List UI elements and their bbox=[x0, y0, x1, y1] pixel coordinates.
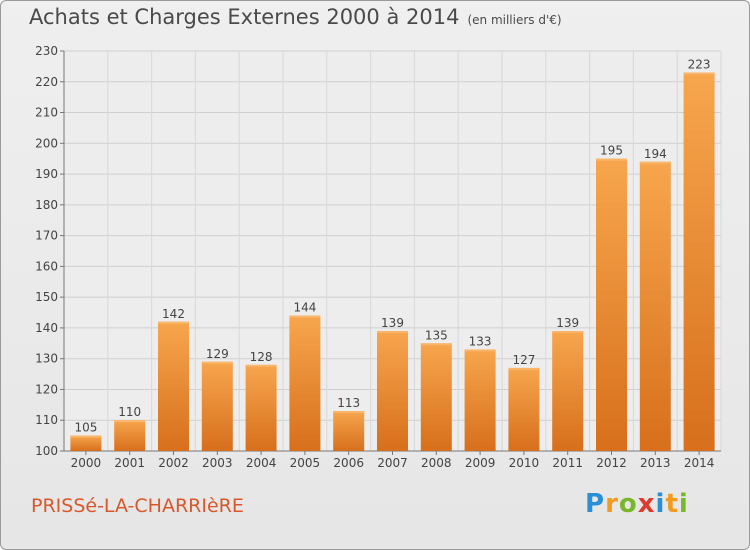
y-tick-label: 180 bbox=[35, 198, 58, 212]
bar-top-2008 bbox=[420, 343, 452, 346]
value-label-2005: 144 bbox=[293, 301, 316, 315]
y-tick-label: 190 bbox=[35, 167, 58, 181]
value-label-2006: 113 bbox=[337, 396, 360, 410]
value-label-2012: 195 bbox=[600, 144, 623, 158]
y-tick-label: 130 bbox=[35, 352, 58, 366]
bar-2006 bbox=[333, 411, 365, 451]
bar-2007 bbox=[377, 331, 408, 451]
bar-2001 bbox=[114, 420, 146, 451]
bar-2003 bbox=[201, 361, 233, 451]
value-labels: 105 110 142 129 128 144 113 139 135 133 127 139 195 1… bbox=[74, 58, 710, 435]
commune-name: PRISSé-LA-CHARRIèRE bbox=[31, 495, 244, 517]
x-tick-label-2005: 2005 bbox=[290, 456, 321, 470]
y-tick-label: 140 bbox=[35, 321, 58, 335]
x-tick-label-2012: 2012 bbox=[596, 456, 627, 470]
value-label-2007: 139 bbox=[381, 316, 404, 330]
bar-2008 bbox=[420, 343, 452, 451]
value-label-2008: 135 bbox=[425, 328, 448, 342]
value-label-2014: 223 bbox=[688, 58, 711, 72]
bar-top-2004 bbox=[245, 364, 277, 367]
x-tick-label-2010: 2010 bbox=[509, 456, 540, 470]
bar-top-2010 bbox=[508, 367, 540, 370]
bar-top-2007 bbox=[377, 331, 408, 333]
y-tick-label: 120 bbox=[35, 382, 58, 396]
logo-letter: i bbox=[678, 489, 689, 519]
y-tick-label: 210 bbox=[35, 106, 58, 120]
chart-title-text: Achats et Charges Externes 2000 à 2014 bbox=[29, 5, 460, 29]
bar-2000 bbox=[70, 435, 102, 451]
x-tick-label-2011: 2011 bbox=[552, 456, 583, 470]
bar-top-2012 bbox=[596, 158, 627, 161]
bar-top-2000 bbox=[70, 435, 102, 438]
bar-2005 bbox=[289, 315, 321, 451]
bar-top-2006 bbox=[333, 411, 365, 413]
y-tick-label: 110 bbox=[35, 413, 58, 427]
bar-2013 bbox=[639, 161, 671, 451]
logo-letter: r bbox=[605, 489, 619, 519]
y-tick-label: 150 bbox=[35, 290, 58, 304]
value-label-2004: 128 bbox=[250, 350, 273, 364]
value-label-2009: 133 bbox=[469, 334, 492, 348]
x-tick-label-2013: 2013 bbox=[640, 456, 671, 470]
logo-letter: i bbox=[655, 489, 666, 519]
x-tick-label-2000: 2000 bbox=[71, 456, 102, 470]
x-tick-label-2002: 2002 bbox=[158, 456, 189, 470]
logo-letter: t bbox=[665, 489, 679, 519]
y-tick-label: 220 bbox=[35, 75, 58, 89]
value-label-2001: 110 bbox=[118, 405, 141, 419]
bar-top-2002 bbox=[158, 321, 189, 324]
x-tick-label-2014: 2014 bbox=[684, 456, 715, 470]
value-label-2002: 142 bbox=[162, 307, 185, 321]
logo-letter: x bbox=[637, 489, 656, 519]
bar-top-2013 bbox=[639, 161, 671, 164]
value-label-2003: 129 bbox=[206, 347, 229, 361]
bar-top-2003 bbox=[201, 361, 233, 364]
chart-title: Achats et Charges Externes 2000 à 2014 (e… bbox=[29, 5, 562, 29]
y-tick-label: 160 bbox=[35, 259, 58, 273]
bar-2012 bbox=[596, 158, 627, 451]
y-tick-label: 230 bbox=[35, 44, 58, 58]
value-label-2013: 194 bbox=[644, 147, 667, 161]
y-tick-label: 100 bbox=[35, 444, 58, 458]
bar-top-2009 bbox=[464, 349, 496, 352]
bar-2010 bbox=[508, 367, 540, 451]
bar-top-2011 bbox=[552, 331, 584, 333]
bar-2011 bbox=[552, 331, 584, 451]
value-label-2010: 127 bbox=[512, 353, 535, 367]
bar-2014 bbox=[683, 72, 715, 452]
bars bbox=[70, 72, 715, 452]
y-tick-label: 170 bbox=[35, 229, 58, 243]
x-tick-label-2008: 2008 bbox=[421, 456, 452, 470]
chart-subtitle: (en milliers d'€) bbox=[467, 13, 562, 27]
bar-top-2014 bbox=[683, 72, 715, 75]
y-tick-label: 200 bbox=[35, 136, 58, 150]
bar-2002 bbox=[158, 321, 189, 451]
x-tick-label-2007: 2007 bbox=[377, 456, 408, 470]
x-tick-label-2001: 2001 bbox=[114, 456, 145, 470]
proxiti-logo: Proxiti bbox=[585, 489, 689, 519]
value-label-2000: 105 bbox=[74, 421, 97, 435]
bar-top-2001 bbox=[114, 420, 146, 423]
bar-2004 bbox=[245, 364, 277, 451]
logo-letter: o bbox=[618, 489, 638, 519]
value-label-2011: 139 bbox=[556, 316, 579, 330]
logo-letter: P bbox=[585, 489, 606, 519]
x-tick-label-2006: 2006 bbox=[333, 456, 364, 470]
x-tick-label-2009: 2009 bbox=[465, 456, 496, 470]
x-tick-label-2003: 2003 bbox=[202, 456, 233, 470]
bar-top-2005 bbox=[289, 315, 321, 318]
bar-2009 bbox=[464, 349, 496, 451]
x-tick-label-2004: 2004 bbox=[246, 456, 277, 470]
